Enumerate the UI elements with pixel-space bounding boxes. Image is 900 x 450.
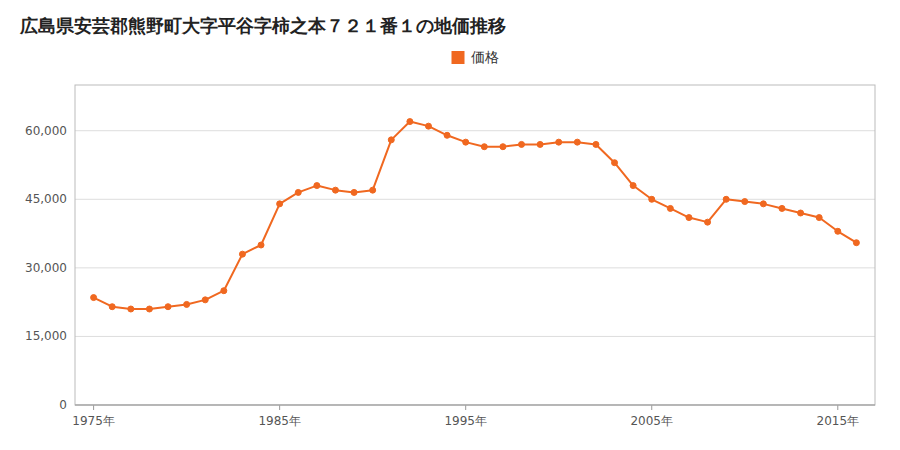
point xyxy=(165,304,171,310)
grid-line xyxy=(75,267,875,268)
grid-line xyxy=(75,130,875,131)
y-tick-label: 30,000 xyxy=(25,261,67,275)
point xyxy=(202,297,208,303)
point xyxy=(463,139,469,145)
x-tick-label: 2015年 xyxy=(817,414,860,428)
grid-line xyxy=(75,336,875,337)
y-tick-label: 0 xyxy=(59,398,67,412)
point xyxy=(519,141,525,147)
point xyxy=(407,119,413,125)
point xyxy=(742,199,748,205)
point xyxy=(556,139,562,145)
x-axis-line xyxy=(75,405,875,406)
point xyxy=(481,144,487,150)
y-tick-label: 15,000 xyxy=(25,329,67,343)
x-tick xyxy=(837,405,838,410)
point xyxy=(630,183,636,189)
title: 広島県安芸郡熊野町大字平谷字柿之本７２１番１の地価推移 xyxy=(19,15,506,36)
point xyxy=(351,189,357,195)
point xyxy=(835,228,841,234)
point xyxy=(128,306,134,312)
point xyxy=(388,137,394,143)
point xyxy=(853,240,859,246)
point xyxy=(109,304,115,310)
point xyxy=(239,251,245,257)
y-tick-label: 45,000 xyxy=(25,192,67,206)
point xyxy=(779,205,785,211)
point xyxy=(667,205,673,211)
x-tick-label: 2005年 xyxy=(630,414,673,428)
grid xyxy=(75,131,875,405)
point xyxy=(760,201,766,207)
point xyxy=(314,183,320,189)
x-tick xyxy=(651,405,652,410)
point xyxy=(91,295,97,301)
legend-label: 価格 xyxy=(471,49,499,65)
x-tick xyxy=(465,405,466,410)
point xyxy=(574,139,580,145)
x-tick-label: 1995年 xyxy=(444,414,487,428)
point xyxy=(425,123,431,129)
point xyxy=(370,187,376,193)
point xyxy=(612,160,618,166)
point xyxy=(332,187,338,193)
data-group xyxy=(91,119,860,312)
y-tick-label: 60,000 xyxy=(25,124,67,138)
point xyxy=(444,132,450,138)
legend-swatch xyxy=(452,51,465,64)
point xyxy=(258,242,264,248)
x-tick-label: 1985年 xyxy=(258,414,301,428)
grid-line xyxy=(75,405,875,406)
point xyxy=(686,215,692,221)
line xyxy=(94,122,857,309)
point xyxy=(146,306,152,312)
point xyxy=(816,215,822,221)
grid-line xyxy=(75,199,875,200)
legend-item: 価格 xyxy=(452,49,499,65)
chart-container: 広島県安芸郡熊野町大字平谷字柿之本７２１番１の地価推移 0 15,000 30,000… xyxy=(0,0,900,450)
point xyxy=(798,210,804,216)
point xyxy=(184,301,190,307)
legend: 価格 xyxy=(452,49,499,65)
point xyxy=(649,196,655,202)
point xyxy=(593,141,599,147)
chart: 広島県安芸郡熊野町大字平谷字柿之本７２１番１の地価推移 0 15,000 30,000… xyxy=(0,0,900,450)
x-tick-label: 1975年 xyxy=(72,414,115,428)
point xyxy=(537,141,543,147)
plot-frame xyxy=(75,85,875,405)
point xyxy=(500,144,506,150)
point xyxy=(295,189,301,195)
point xyxy=(723,196,729,202)
point xyxy=(277,201,283,207)
x-tick xyxy=(93,405,94,410)
point xyxy=(221,288,227,294)
point xyxy=(705,219,711,225)
x-tick xyxy=(279,405,280,410)
